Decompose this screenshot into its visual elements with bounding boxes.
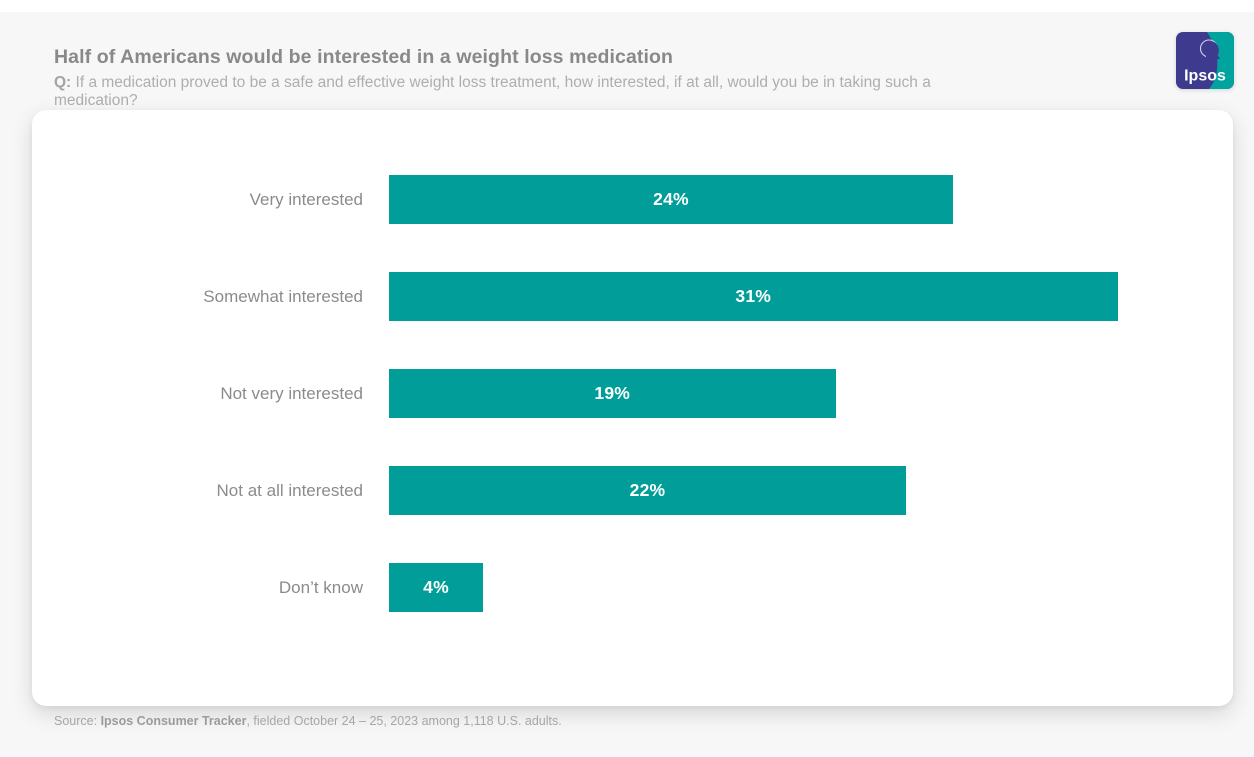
bar-value: 19% bbox=[594, 383, 631, 403]
bar-value: 31% bbox=[735, 286, 772, 306]
logo-wordmark: Ipsos bbox=[1184, 68, 1226, 85]
chart-row: Not at all interested 22% bbox=[32, 466, 1233, 515]
bar-label: Very interested bbox=[249, 189, 363, 209]
bar-label: Don’t know bbox=[278, 577, 363, 597]
bar-label: Somewhat interested bbox=[203, 286, 363, 306]
chart-row: Not very interested 19% bbox=[32, 369, 1233, 418]
chart-row: Don’t know 4% bbox=[32, 563, 1233, 612]
bar: 4% bbox=[389, 563, 483, 612]
report-header: Half of Americans would be interested in… bbox=[54, 46, 994, 110]
ipsos-logo: Ipsos bbox=[1176, 32, 1234, 89]
logo-teal-half bbox=[1207, 32, 1234, 89]
chart-row: Somewhat interested 31% bbox=[32, 272, 1233, 321]
bar-chart: Very interested 24% Somewhat interested … bbox=[32, 110, 1233, 612]
bar-label: Not very interested bbox=[220, 383, 363, 403]
bar-value: 22% bbox=[629, 480, 666, 500]
bar: 22% bbox=[389, 466, 906, 515]
bar: 31% bbox=[389, 272, 1118, 321]
question-prefix: Q: bbox=[54, 74, 72, 91]
page-title: Half of Americans would be interested in… bbox=[54, 46, 674, 68]
bar: 19% bbox=[389, 369, 836, 418]
top-white-strip bbox=[0, 0, 1254, 12]
bar-value: 24% bbox=[653, 189, 689, 209]
chart-row: Very interested 24% bbox=[32, 175, 1233, 224]
bar-label: Not at all interested bbox=[216, 480, 363, 500]
logo-head-face bbox=[1206, 42, 1220, 66]
bar: 24% bbox=[389, 175, 953, 224]
source-prefix: Source: bbox=[54, 714, 101, 728]
question-text: If a medication proved to be a safe and … bbox=[54, 74, 931, 109]
chart-card: Very interested 24% Somewhat interested … bbox=[32, 110, 1233, 706]
source-note: Source: Ipsos Consumer Tracker, fielded … bbox=[54, 714, 562, 728]
survey-question: Q: If a medication proved to be a safe a… bbox=[54, 74, 994, 110]
bar-value: 4% bbox=[423, 577, 449, 597]
ipsos-logo-icon: Ipsos bbox=[1176, 32, 1234, 89]
source-name: Ipsos Consumer Tracker bbox=[100, 714, 247, 728]
source-details: , fielded October 24 – 25, 2023 among 1,… bbox=[246, 714, 562, 728]
